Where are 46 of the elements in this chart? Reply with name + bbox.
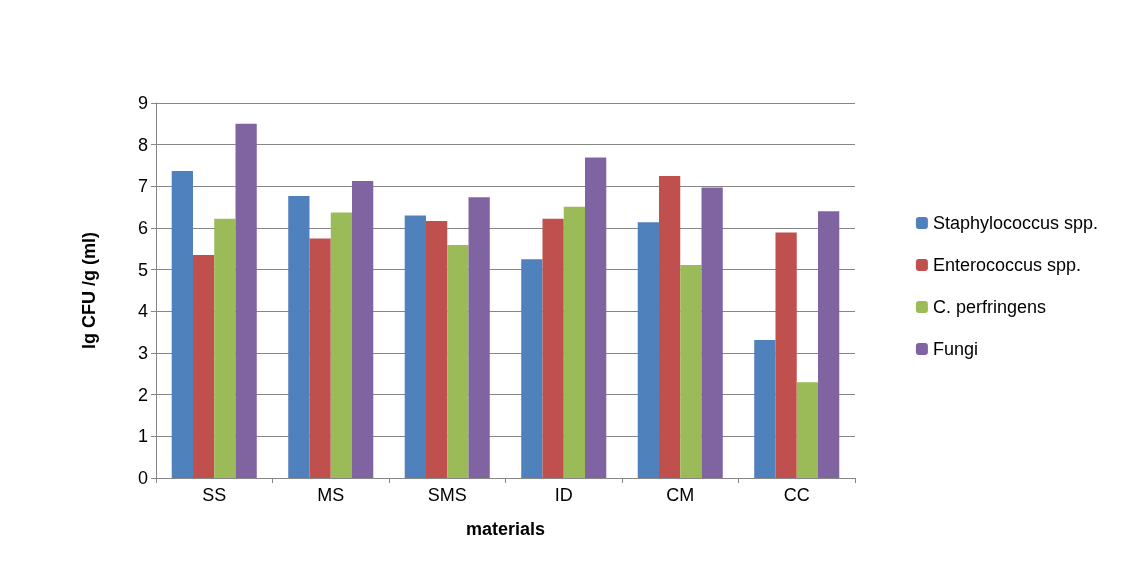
- bar: [754, 340, 776, 478]
- x-tick-label: ID: [554, 485, 573, 505]
- bar: [585, 157, 607, 478]
- y-tick-label: 1: [137, 426, 148, 447]
- bar: [818, 211, 840, 478]
- x-axis-title: materials: [465, 519, 546, 539]
- bar: [701, 187, 723, 478]
- x-tick-label: SS: [202, 485, 227, 505]
- bar: [637, 222, 659, 478]
- x-tick-label: MS: [317, 485, 345, 505]
- y-tick-label: 9: [137, 93, 148, 113]
- bar: [775, 232, 797, 478]
- bar: [171, 170, 193, 478]
- bar: [658, 175, 681, 478]
- legend-label: C. perfringens: [932, 297, 1046, 317]
- x-tick-label: SMS: [427, 485, 467, 505]
- legend-label: Fungi: [932, 339, 978, 359]
- bar: [796, 382, 819, 478]
- bar: [235, 123, 257, 478]
- bar: [563, 206, 586, 478]
- bar: [542, 218, 564, 478]
- y-tick-label: 6: [137, 218, 148, 238]
- bar: [288, 195, 310, 478]
- y-tick-label: 3: [137, 343, 148, 363]
- y-tick-label: 2: [137, 384, 148, 405]
- bar: [468, 197, 490, 478]
- y-tick-label: 7: [137, 176, 148, 197]
- bar: [192, 255, 215, 478]
- legend-label: Enterococcus spp.: [932, 255, 1081, 275]
- bar: [404, 215, 426, 478]
- bar: [352, 180, 374, 478]
- y-tick-label: 8: [137, 134, 148, 155]
- bar: [680, 265, 702, 478]
- y-axis-title: lg CFU /g (ml): [79, 232, 99, 349]
- legend-label: Staphylococcus spp.: [932, 213, 1098, 233]
- bar: [214, 218, 236, 478]
- y-tick-label: 0: [137, 468, 148, 488]
- bar: [309, 238, 331, 478]
- y-tick-label: 4: [137, 301, 148, 322]
- x-tick-label: CC: [783, 485, 810, 505]
- bar: [521, 259, 543, 478]
- x-tick-label: CM: [666, 485, 695, 505]
- bar: [425, 220, 448, 478]
- y-tick-label: 5: [137, 259, 148, 280]
- bar: [330, 212, 353, 478]
- bar: [447, 245, 469, 478]
